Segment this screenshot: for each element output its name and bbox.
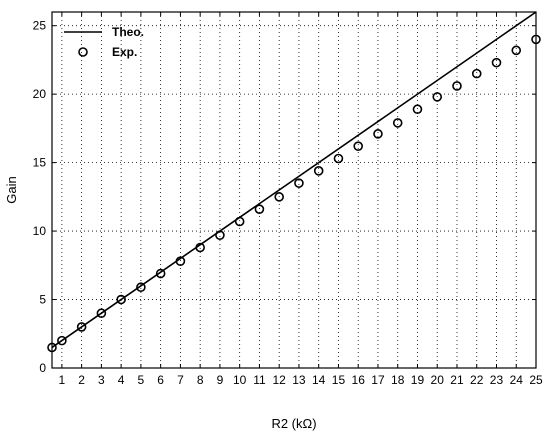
exp-data-point [175, 256, 186, 267]
x-tick-label: 9 [217, 373, 224, 387]
exp-data-point [195, 242, 205, 253]
x-tick-label: 6 [157, 373, 164, 387]
x-tick-label: 23 [490, 373, 504, 387]
exp-data-point [234, 216, 245, 227]
exp-data-point [313, 166, 324, 176]
plot-frame [51, 11, 537, 369]
axis-ticks: 1 2 3 4 5 6 7 8 9 10 11 12 13 14 15 16 17 18 19 20 21 22 23 24 2… [33, 12, 543, 387]
exp-data-point [412, 104, 423, 115]
exp-data-point [57, 335, 67, 346]
x-tick-label: 2 [78, 373, 85, 387]
legend: Theo. Exp. [64, 25, 144, 59]
exp-data-point [392, 118, 403, 128]
plot-series [47, 11, 541, 353]
legend-marker-swatch [78, 47, 88, 57]
theo-series-line [51, 11, 537, 349]
x-tick-label: 10 [233, 373, 247, 387]
y-tick-label: 15 [33, 156, 47, 170]
y-axis-label: Gain [4, 176, 19, 203]
x-tick-label: 22 [470, 373, 484, 387]
x-tick-label: 14 [312, 373, 326, 387]
legend-entry-label: Exp. [112, 45, 137, 59]
grid-lines [52, 12, 536, 368]
exp-data-point [155, 268, 166, 279]
x-tick-label: 5 [138, 373, 145, 387]
y-tick-label: 5 [39, 293, 46, 307]
exp-data-point [294, 178, 304, 188]
x-tick-label: 3 [98, 373, 105, 387]
y-tick-label: 0 [39, 361, 46, 375]
x-tick-label: 21 [450, 373, 464, 387]
x-tick-label: 16 [352, 373, 366, 387]
x-tick-label: 13 [292, 373, 306, 387]
x-tick-label: 7 [177, 373, 184, 387]
x-tick-label: 18 [391, 373, 405, 387]
exp-data-point [432, 92, 443, 102]
exp-data-point [136, 282, 146, 293]
exp-data-point [373, 129, 383, 139]
exp-data-point [254, 204, 265, 214]
x-tick-label: 20 [431, 373, 445, 387]
exp-data-point [333, 153, 344, 164]
x-tick-label: 19 [411, 373, 425, 387]
x-tick-label: 12 [273, 373, 287, 387]
x-tick-label: 25 [529, 373, 543, 387]
x-tick-label: 1 [59, 373, 66, 387]
exp-data-point [353, 141, 364, 151]
exp-data-point [452, 81, 462, 91]
exp-data-point [511, 45, 522, 56]
x-axis-label: R2 (kΩ) [271, 416, 316, 431]
x-tick-label: 4 [118, 373, 125, 387]
exp-data-point [471, 68, 482, 79]
exp-data-point [215, 230, 225, 240]
x-tick-label: 17 [371, 373, 385, 387]
exp-data-point [491, 57, 502, 68]
exp-data-point [76, 322, 87, 332]
x-tick-label: 11 [253, 373, 266, 387]
y-tick-label: 25 [33, 19, 47, 33]
y-tick-label: 10 [33, 224, 47, 238]
x-tick-label: 15 [332, 373, 346, 387]
exp-data-point [116, 294, 126, 305]
exp-data-point [274, 192, 284, 202]
x-tick-label: 8 [197, 373, 204, 387]
exp-data-point [96, 308, 107, 319]
legend-entry-label: Theo. [112, 25, 144, 39]
x-tick-label: 24 [510, 373, 524, 387]
y-tick-label: 20 [33, 87, 47, 101]
